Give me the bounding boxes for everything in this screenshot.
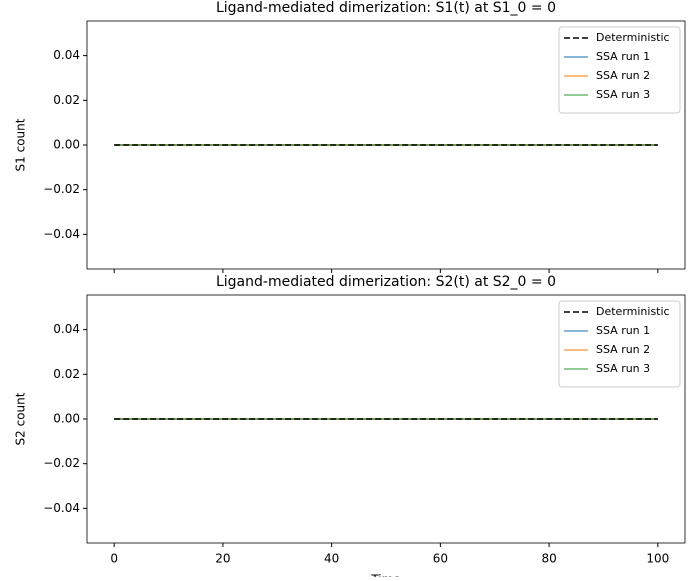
- axes-frame: [86, 294, 686, 544]
- chart-title: Ligand-mediated dimerization: S1(t) at S…: [216, 0, 556, 16]
- legend-label: SSA run 3: [596, 88, 650, 101]
- y-axis-label: S2 count: [14, 392, 28, 445]
- y-tick-label: 0.02: [53, 367, 80, 381]
- y-tick-label: −0.02: [43, 182, 80, 196]
- x-tick-label: 100: [646, 552, 669, 566]
- legend-label: SSA run 1: [596, 50, 650, 63]
- legend-label: SSA run 2: [596, 69, 650, 82]
- legend-label: SSA run 1: [596, 324, 650, 337]
- y-tick-label: −0.04: [43, 227, 80, 241]
- y-tick-label: 0.02: [53, 93, 80, 107]
- x-tick-label: 80: [541, 552, 556, 566]
- y-axis-label: S1 count: [14, 118, 28, 171]
- y-tick-label: −0.02: [43, 456, 80, 470]
- legend-box: [558, 26, 681, 114]
- y-tick-label: 0.00: [53, 138, 80, 152]
- legend-label: Deterministic: [596, 305, 670, 318]
- x-axis-label: Time: [370, 573, 400, 578]
- x-tick-label: 60: [433, 552, 448, 566]
- y-tick-label: 0.04: [53, 322, 80, 336]
- axes-frame: [86, 20, 686, 270]
- x-tick-label: 20: [215, 552, 230, 566]
- x-tick-label: 0: [110, 552, 118, 566]
- y-tick-label: −0.04: [43, 501, 80, 515]
- legend-box: [558, 300, 681, 388]
- chart-title: Ligand-mediated dimerization: S2(t) at S…: [216, 274, 556, 290]
- y-tick-label: 0.00: [53, 412, 80, 426]
- legend-label: SSA run 3: [596, 362, 650, 375]
- legend-label: SSA run 2: [596, 343, 650, 356]
- legend-label: Deterministic: [596, 31, 670, 44]
- y-tick-label: 0.04: [53, 48, 80, 62]
- x-tick-label: 40: [324, 552, 339, 566]
